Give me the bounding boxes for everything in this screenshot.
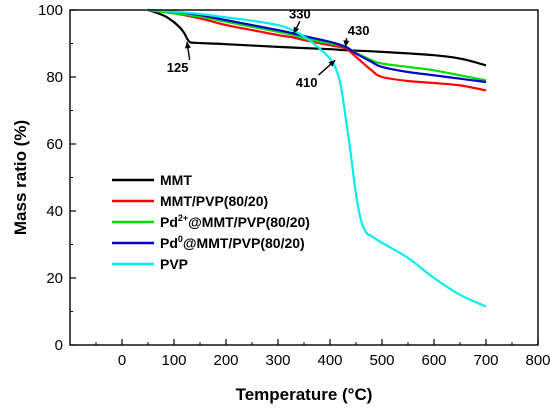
x-tick-label: 0 bbox=[118, 352, 126, 369]
series-line-2 bbox=[147, 8, 487, 82]
series-line-3 bbox=[147, 8, 487, 84]
series-line-0 bbox=[147, 8, 487, 67]
annotation-label: 330 bbox=[289, 6, 311, 21]
x-tick-label: 600 bbox=[421, 352, 446, 369]
legend-label-4: PVP bbox=[160, 256, 188, 272]
annotation-arrowhead bbox=[184, 41, 191, 49]
x-tick-label: 400 bbox=[317, 352, 342, 369]
annotation-label: 430 bbox=[348, 23, 370, 38]
x-tick-label: 300 bbox=[265, 352, 290, 369]
x-tick-label: 500 bbox=[369, 352, 394, 369]
y-tick-label: 100 bbox=[38, 2, 63, 19]
x-tick-label: 100 bbox=[161, 352, 186, 369]
legend-label-0: MMT bbox=[160, 172, 192, 188]
y-tick-label: 80 bbox=[46, 69, 63, 86]
annotation-label: 125 bbox=[167, 60, 189, 75]
legend-label-3: Pd0@MMT/PVP(80/20) bbox=[160, 234, 305, 251]
y-tick-label: 20 bbox=[46, 270, 63, 287]
legend-label-2: Pd2+@MMT/PVP(80/20) bbox=[160, 213, 310, 230]
annotation-layer: 125 330 430 410 bbox=[167, 6, 370, 90]
annotation-arrowhead bbox=[343, 40, 350, 47]
x-tick-label: 800 bbox=[525, 352, 550, 369]
x-tick-label: 700 bbox=[473, 352, 498, 369]
series-line-1 bbox=[147, 8, 487, 92]
tick-layer: 0 100 200 300 400 500 600 700 800 0 20 40 60 80 100 bbox=[38, 2, 550, 369]
series-line-4 bbox=[147, 8, 487, 308]
annotation-arrowhead bbox=[328, 60, 336, 67]
y-axis-title: Mass ratio (%) bbox=[11, 120, 30, 235]
legend-label-1: MMT/PVP(80/20) bbox=[160, 193, 268, 209]
x-axis-title: Temperature (°C) bbox=[236, 385, 373, 404]
legend: MMT MMT/PVP(80/20) Pd2+@MMT/PVP(80/20) Pd0@… bbox=[112, 172, 310, 272]
plot-series-layer bbox=[147, 8, 487, 308]
y-tick-label: 0 bbox=[55, 337, 63, 354]
y-tick-label: 60 bbox=[46, 136, 63, 153]
y-tick-label: 40 bbox=[46, 203, 63, 220]
annotation-label: 410 bbox=[296, 75, 318, 90]
x-tick-label: 200 bbox=[213, 352, 238, 369]
annotation-arrowhead bbox=[293, 26, 300, 34]
